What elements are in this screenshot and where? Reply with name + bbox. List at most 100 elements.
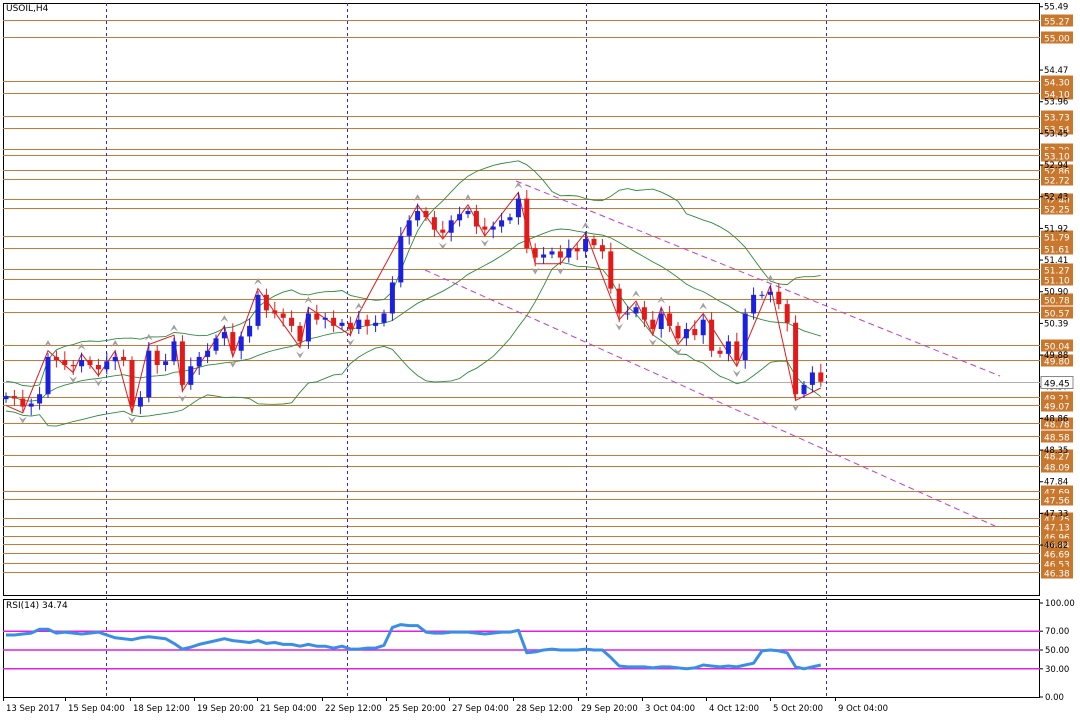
level-price-label: 52.86 (1044, 168, 1070, 178)
candle-body (121, 356, 127, 361)
candle-body (188, 366, 194, 385)
candle-body (11, 396, 17, 399)
candle-body (692, 328, 698, 336)
candle-body (801, 384, 807, 395)
candle-body (196, 356, 202, 367)
time-tick-label: 5 Oct 20:00 (773, 704, 823, 714)
level-price-box (1041, 173, 1073, 186)
candle-body (658, 313, 664, 329)
upper-channel-line (515, 180, 1001, 377)
candle-body (591, 238, 597, 246)
price-tick-label: 50.90 (1044, 288, 1068, 298)
fractal-down-icon (18, 416, 27, 424)
time-tick-label: 3 Oct 04:00 (645, 704, 695, 714)
fractal-up-icon (304, 296, 313, 304)
candle-body (272, 310, 278, 314)
candle-body (79, 360, 85, 367)
candle-body (347, 322, 353, 329)
candle-body (751, 294, 757, 314)
price-tick-label: 48.86 (1044, 414, 1068, 424)
level-price-box (1041, 520, 1073, 533)
candle-body (373, 322, 379, 326)
price-tick-label: 53.96 (1044, 98, 1068, 108)
fractal-down-icon (94, 379, 103, 387)
fractal-up-icon (699, 302, 708, 310)
candle-body (641, 307, 647, 320)
fractal-down-icon (556, 267, 565, 275)
level-price-box (1041, 566, 1073, 579)
candle-body (574, 248, 580, 252)
candle-body (213, 338, 219, 351)
level-price-box (1041, 430, 1073, 443)
candle-body (549, 251, 555, 255)
level-price-label: 51.61 (1044, 246, 1070, 256)
level-price-box (1041, 460, 1073, 473)
level-price-label: 47.56 (1044, 497, 1070, 507)
fractal-up-icon (144, 333, 153, 341)
fractal-down-icon (791, 404, 800, 412)
level-price-label: 47.13 (1044, 524, 1070, 534)
level-price-label: 49.80 (1044, 358, 1070, 368)
candle-body (339, 322, 345, 326)
level-price-label: 48.09 (1044, 464, 1070, 474)
candle-body (146, 350, 152, 398)
rsi-line (6, 623, 822, 671)
candle-body (398, 235, 404, 283)
level-price-label: 46.38 (1044, 570, 1070, 580)
fractal-up-icon (170, 324, 178, 332)
candle-body (734, 341, 740, 361)
level-price-label: 46.69 (1044, 551, 1070, 561)
level-price-label: 51.79 (1044, 234, 1070, 244)
level-price-label: 51.27 (1044, 267, 1070, 277)
current-price-label: 49.45 (1044, 380, 1070, 390)
candle-body (389, 282, 395, 314)
price-tick-label: 52.94 (1044, 161, 1068, 171)
level-price-box (1041, 242, 1073, 255)
level-price-box (1041, 14, 1073, 27)
candle-body (625, 313, 631, 315)
candle-body (406, 220, 412, 236)
price-tick-label: 54.47 (1044, 66, 1068, 76)
price-tick-label: 50.39 (1044, 319, 1068, 329)
candle-body (45, 356, 51, 395)
level-price-box (1041, 417, 1073, 430)
candle-body (305, 313, 311, 342)
candle-body (482, 226, 488, 230)
bollinger-upper-line (5, 160, 821, 387)
fractal-up-icon (632, 290, 640, 298)
price-tick-label: 52.43 (1044, 193, 1068, 203)
fractal-down-icon (480, 239, 489, 247)
level-price-box (1041, 149, 1073, 162)
level-price-label: 46.84 (1044, 542, 1070, 552)
candle-body (381, 313, 387, 323)
candle-body (457, 214, 463, 221)
fractal-up-icon (464, 194, 472, 202)
time-tick-label: 25 Sep 20:00 (389, 704, 446, 714)
candle-body (255, 294, 261, 326)
rsi-tick-label: 70.00 (1045, 627, 1069, 637)
level-price-label: 53.54 (1044, 126, 1070, 136)
candle-body (767, 291, 773, 295)
candle-body (297, 325, 303, 342)
candle-body (759, 294, 765, 296)
rsi-tick-label: 30.00 (1045, 665, 1069, 675)
level-price-label: 48.58 (1044, 434, 1070, 444)
price-tick-label: 51.41 (1044, 256, 1068, 266)
candle-body (667, 313, 673, 326)
time-tick-label: 19 Sep 20:00 (197, 704, 254, 714)
candle-body (154, 350, 160, 366)
candle-body (331, 317, 337, 326)
fractal-up-icon (111, 340, 120, 348)
candle-body (104, 361, 110, 370)
level-price-box (1041, 399, 1073, 412)
level-price-box (1041, 354, 1073, 367)
candle-body (717, 350, 723, 354)
level-price-box (1041, 202, 1073, 215)
level-price-label: 53.73 (1044, 114, 1070, 124)
time-tick-label: 27 Sep 04:00 (452, 704, 509, 714)
candle-body (247, 325, 253, 337)
level-price-box (1041, 263, 1073, 276)
candle-body (709, 319, 715, 351)
level-price-box (1041, 31, 1073, 44)
